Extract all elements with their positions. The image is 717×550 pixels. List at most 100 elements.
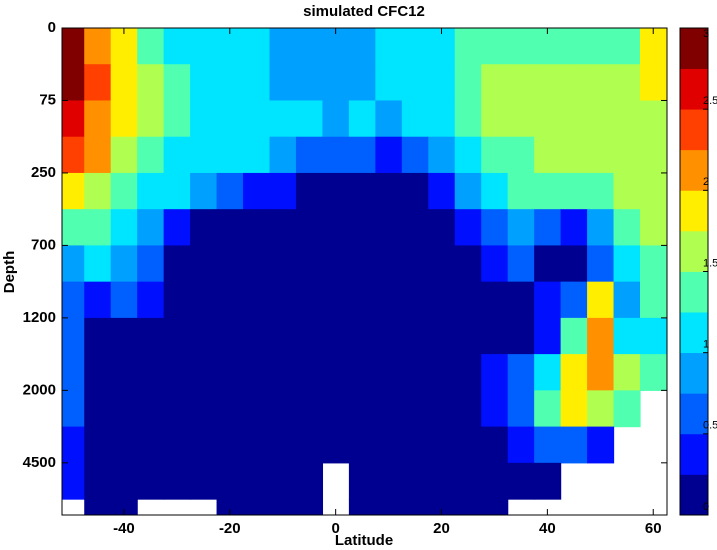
contour-cell — [163, 136, 191, 174]
contour-cell — [110, 354, 138, 391]
contour-cell — [481, 209, 509, 247]
contour-cell — [507, 281, 535, 319]
contour-cell — [84, 64, 112, 102]
contour-cell — [481, 136, 509, 174]
contour-cell — [295, 209, 324, 247]
contour-cell — [216, 245, 244, 283]
contour-cell — [454, 245, 482, 283]
contour-cell — [110, 245, 138, 283]
contour-cell — [375, 245, 403, 283]
contour-cell — [375, 354, 403, 391]
x-tick-label: 0 — [331, 520, 339, 537]
contour-cell — [216, 426, 244, 464]
contour-cell — [640, 172, 667, 210]
contour-cell — [428, 245, 456, 283]
contour-cell — [137, 100, 165, 138]
contour-cell — [428, 172, 456, 210]
contour-cell — [269, 499, 297, 515]
contour-cell — [481, 426, 509, 464]
contour-cell — [375, 462, 403, 500]
contour-cell — [295, 100, 324, 138]
contour-cell — [348, 100, 376, 138]
contour-cell — [534, 245, 562, 283]
contour-cell — [243, 390, 271, 428]
contour-cell — [243, 426, 271, 464]
colorbar-tick-label: 2 — [703, 176, 709, 188]
contour-cell — [375, 64, 403, 102]
contour-cell — [534, 28, 562, 65]
contour-cell — [534, 64, 562, 102]
contour-cell — [84, 426, 112, 464]
colorbar-segment — [680, 149, 708, 191]
contour-cell — [216, 317, 244, 355]
contour-cell — [216, 100, 244, 138]
contour-cell — [481, 245, 509, 283]
contour-cell — [190, 354, 218, 391]
contour-cell — [428, 317, 456, 355]
contour-cell — [84, 28, 112, 65]
contour-cell — [534, 390, 562, 428]
contour-cell — [640, 317, 667, 355]
contour-cell — [62, 172, 85, 210]
contour-cell — [613, 245, 641, 283]
contour-cell — [163, 390, 191, 428]
contour-cell — [560, 209, 588, 247]
contour-cell — [62, 354, 85, 391]
contour-cell — [454, 354, 482, 391]
contour-cell — [454, 426, 482, 464]
colorbar-segment — [680, 28, 708, 69]
contour-cell — [640, 281, 667, 319]
contour-cell — [269, 281, 297, 319]
contour-cell — [481, 172, 509, 210]
contour-cell — [243, 462, 271, 500]
contour-cell — [62, 317, 85, 355]
contour-cell — [481, 390, 509, 428]
contour-cell — [163, 172, 191, 210]
contour-cell — [269, 100, 297, 138]
contour-cell — [295, 281, 324, 319]
contour-cell — [269, 426, 297, 464]
contour-cell — [481, 499, 509, 515]
contour-cell — [348, 245, 376, 283]
contour-cell — [216, 209, 244, 247]
contour-cell — [295, 136, 324, 174]
contour-cell — [84, 499, 112, 515]
contour-cell — [534, 354, 562, 391]
contour-cell — [84, 390, 112, 428]
contour-cell — [163, 462, 191, 500]
contour-cell — [137, 28, 165, 65]
contour-cell — [534, 317, 562, 355]
contour-cell — [534, 281, 562, 319]
contour-cell — [110, 100, 138, 138]
contour-cell — [428, 499, 456, 515]
contour-cell — [587, 317, 615, 355]
contour-cell — [322, 100, 350, 138]
contour-cell — [322, 28, 350, 65]
y-tick-label: 1200 — [23, 309, 56, 326]
contour-cell — [216, 354, 244, 391]
contour-cell — [481, 100, 509, 138]
contour-cell — [507, 317, 535, 355]
contour-cell — [375, 136, 403, 174]
contour-cell — [137, 172, 165, 210]
contour-cell — [269, 136, 297, 174]
contour-cell — [190, 136, 218, 174]
contour-cell — [163, 209, 191, 247]
contour-cell — [322, 354, 350, 391]
contour-cell — [84, 317, 112, 355]
contour-cell — [428, 100, 456, 138]
contour-cell — [428, 136, 456, 174]
contour-cell — [243, 317, 271, 355]
contour-cell — [137, 245, 165, 283]
contour-cell — [84, 462, 112, 500]
colorbar-tick-label: 1.5 — [703, 257, 717, 269]
contour-cell — [243, 172, 271, 210]
contour-cell — [587, 28, 615, 65]
contour-cell — [216, 499, 244, 515]
x-tick-label: -40 — [113, 520, 135, 537]
contour-cell — [322, 245, 350, 283]
y-tick-label: 2000 — [23, 381, 56, 398]
contour-cell — [534, 136, 562, 174]
contour-cell — [295, 245, 324, 283]
